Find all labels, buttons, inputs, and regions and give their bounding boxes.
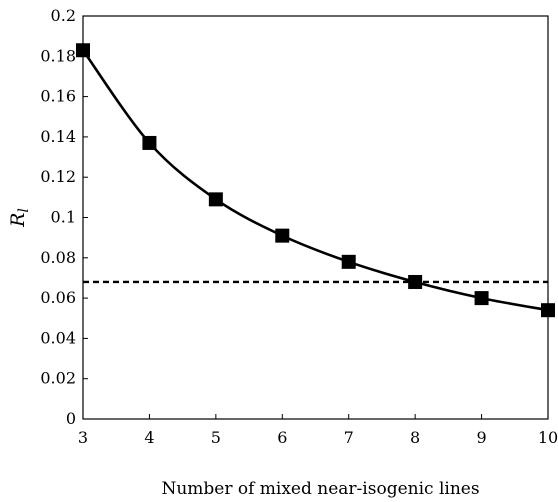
series-group: [76, 43, 555, 318]
data-point-marker: [408, 274, 423, 289]
y-tick-label: 0.08: [40, 248, 76, 267]
x-axis-label: Number of mixed near-isogenic lines: [161, 479, 479, 499]
x-tick-label: 9: [476, 428, 486, 447]
y-tick-label: 0: [66, 409, 76, 428]
x-tick-label: 7: [344, 428, 354, 447]
x-axis: 3 4 5 6 7 8 9 10: [78, 414, 558, 447]
series-line: [81, 49, 549, 312]
data-point-marker: [76, 43, 90, 58]
y-axis: 0 0.02 0.04 0.06 0.08 0.1 0.12 0.14 0.16 0.18 0.2: [40, 6, 88, 428]
y-axis-label: Rl: [7, 208, 32, 228]
y-tick-label: 0.06: [40, 288, 76, 307]
y-tick-label: 0.02: [40, 369, 76, 388]
y-tick-label: 0.12: [40, 167, 76, 186]
y-tick-label: 0.2: [51, 6, 76, 25]
x-tick-label: 6: [277, 428, 287, 447]
x-tick-label: 5: [211, 428, 221, 447]
y-tick-label: 0.04: [40, 328, 76, 347]
data-point-marker: [541, 303, 555, 318]
data-point-marker: [208, 192, 223, 207]
y-tick-label: 0.18: [40, 46, 76, 65]
y-tick-label: 0.14: [40, 127, 76, 146]
x-tick-label: 3: [78, 428, 88, 447]
y-axis-label-main: R: [7, 213, 29, 228]
data-point-marker: [275, 228, 290, 243]
x-tick-label: 4: [144, 428, 154, 447]
x-tick-label: 10: [538, 428, 558, 447]
data-point-marker: [142, 135, 157, 150]
plot-area: [82, 15, 549, 420]
data-point-marker: [474, 291, 489, 306]
data-point-marker: [341, 254, 356, 269]
y-axis-label-subscript: l: [16, 208, 32, 212]
x-tick-label: 8: [410, 428, 420, 447]
axes-frame: [82, 15, 549, 420]
y-tick-label: 0.1: [51, 208, 76, 227]
y-tick-label: 0.16: [40, 87, 76, 106]
